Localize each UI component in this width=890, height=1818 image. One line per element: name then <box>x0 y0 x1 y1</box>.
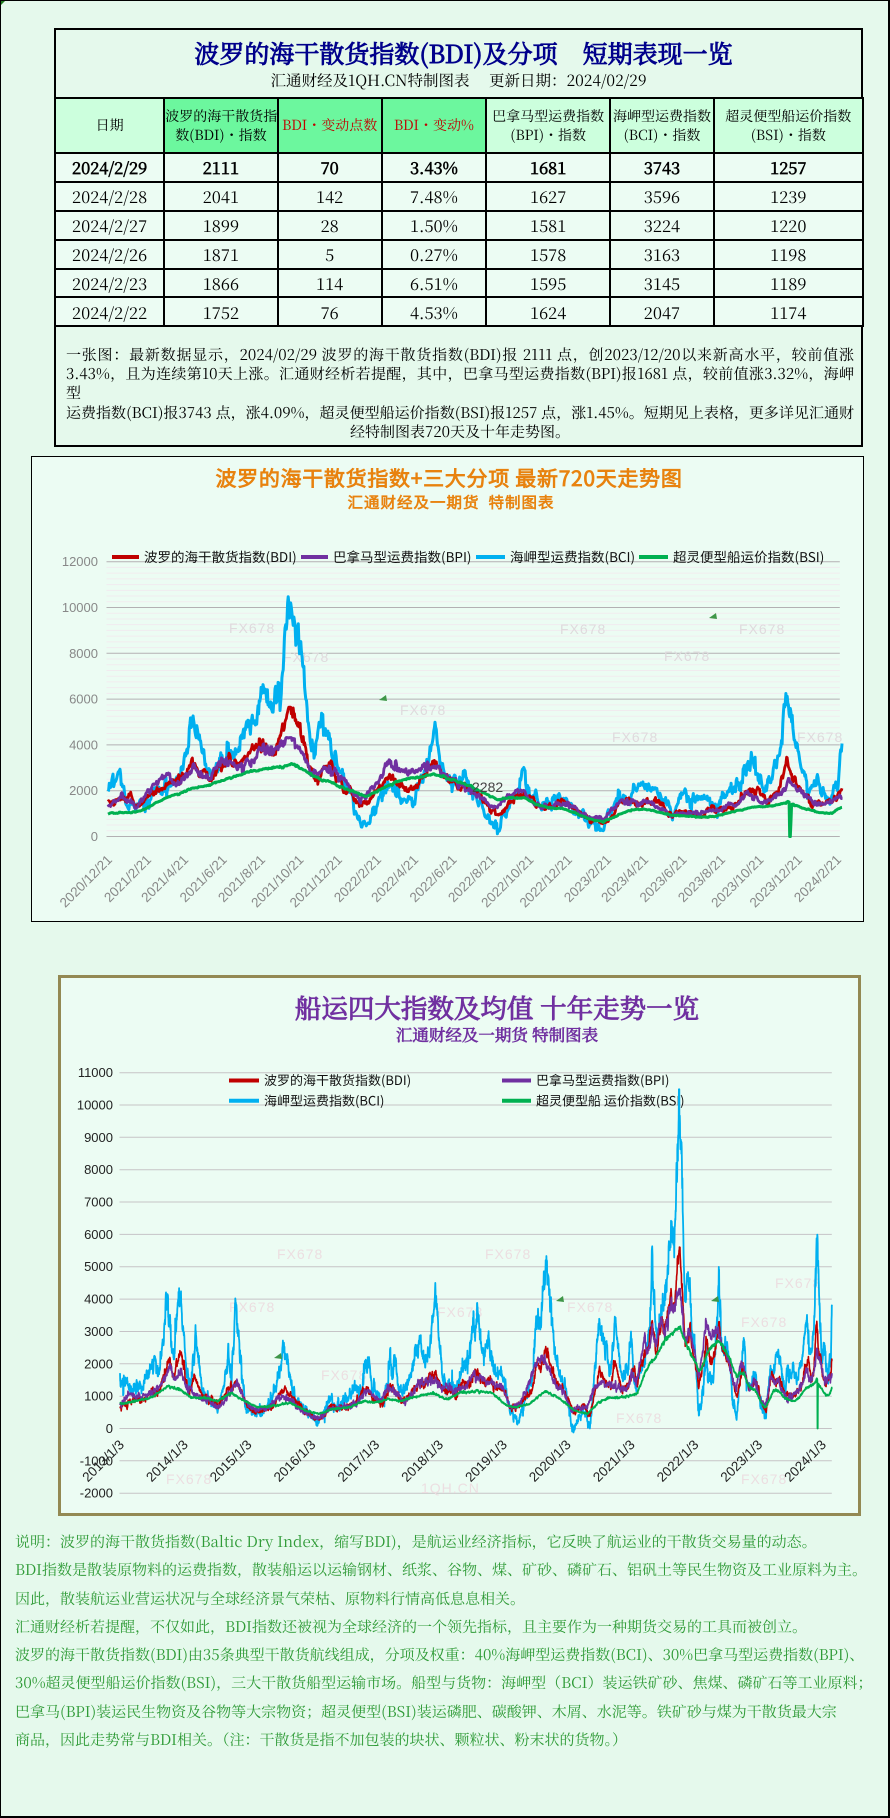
svg-text:4000: 4000 <box>84 1292 113 1307</box>
svg-text:FX678: FX678 <box>277 1246 323 1262</box>
svg-text:0: 0 <box>91 829 98 844</box>
svg-text:FX678: FX678 <box>739 621 785 637</box>
svg-text:4000: 4000 <box>69 737 98 752</box>
svg-text:波罗的海干散货指数+三大分项 最新720天走势图: 波罗的海干散货指数+三大分项 最新720天走势图 <box>215 463 682 493</box>
svg-text:超灵便型船 运价指数(BSI): 超灵便型船 运价指数(BSI) <box>536 1091 685 1110</box>
svg-text:3000: 3000 <box>84 1324 113 1339</box>
svg-text:5000: 5000 <box>84 1259 113 1274</box>
svg-text:FX678: FX678 <box>283 649 329 665</box>
svg-text:海岬型运费指数(BCI): 海岬型运费指数(BCI) <box>264 1091 384 1110</box>
svg-text:FX678: FX678 <box>437 1304 483 1320</box>
svg-text:7000: 7000 <box>84 1195 113 1210</box>
svg-text:11000: 11000 <box>78 1065 113 1080</box>
svg-text:FX678: FX678 <box>664 648 710 664</box>
svg-text:10000: 10000 <box>77 1098 113 1113</box>
svg-text:FX678: FX678 <box>321 1367 367 1383</box>
svg-text:9000: 9000 <box>84 1130 113 1145</box>
svg-text:巴拿马型运费指数(BPI): 巴拿马型运费指数(BPI) <box>536 1070 669 1089</box>
svg-text:巴拿马型运费指数(BPI): 巴拿马型运费指数(BPI) <box>333 546 472 566</box>
svg-text:1000: 1000 <box>84 1389 113 1404</box>
svg-text:6000: 6000 <box>84 1227 113 1242</box>
svg-text:-2000: -2000 <box>80 1486 113 1501</box>
svg-text:超灵便型船运价指数(BSI): 超灵便型船运价指数(BSI) <box>673 546 824 566</box>
svg-text:FX678: FX678 <box>741 1471 787 1487</box>
svg-text:12000: 12000 <box>62 554 98 569</box>
svg-text:FX678: FX678 <box>616 1410 662 1426</box>
svg-text:FX678: FX678 <box>612 729 658 745</box>
svg-text:FX678: FX678 <box>775 1275 821 1291</box>
svg-text:FX678: FX678 <box>229 620 275 636</box>
svg-text:海岬型运费指数(BCI): 海岬型运费指数(BCI) <box>510 546 635 566</box>
svg-text:FX678: FX678 <box>229 1299 275 1315</box>
svg-text:FX678: FX678 <box>797 729 843 745</box>
svg-text:10000: 10000 <box>62 600 98 615</box>
svg-text:1QH.CN: 1QH.CN <box>421 1480 480 1496</box>
svg-text:FX678: FX678 <box>485 1246 531 1262</box>
svg-text:FX678: FX678 <box>567 1299 613 1315</box>
svg-text:8000: 8000 <box>84 1162 113 1177</box>
svg-text:FX678: FX678 <box>560 621 606 637</box>
svg-text:波罗的海干散货指数(BDI): 波罗的海干散货指数(BDI) <box>144 546 297 566</box>
svg-text:8000: 8000 <box>69 646 98 661</box>
svg-text:2282: 2282 <box>472 779 503 795</box>
svg-text:波罗的海干散货指数(BDI): 波罗的海干散货指数(BDI) <box>264 1070 411 1089</box>
svg-text:FX678: FX678 <box>166 1471 212 1487</box>
svg-text:6000: 6000 <box>69 692 98 707</box>
svg-text:汇通财经及一期货 特制图表: 汇通财经及一期货 特制图表 <box>396 1022 599 1046</box>
svg-text:船运四大指数及均值 十年走势一览: 船运四大指数及均值 十年走势一览 <box>295 987 699 1026</box>
svg-text:FX678: FX678 <box>741 1314 787 1330</box>
svg-text:2000: 2000 <box>84 1356 113 1371</box>
svg-text:2020/12/21: 2020/12/21 <box>57 852 115 910</box>
svg-text:-1000: -1000 <box>80 1453 113 1468</box>
svg-text:汇通财经及一期货 特制图表: 汇通财经及一期货 特制图表 <box>348 491 555 513</box>
svg-text:FX678: FX678 <box>400 702 446 718</box>
svg-text:2000: 2000 <box>69 783 98 798</box>
svg-text:0: 0 <box>106 1421 113 1436</box>
